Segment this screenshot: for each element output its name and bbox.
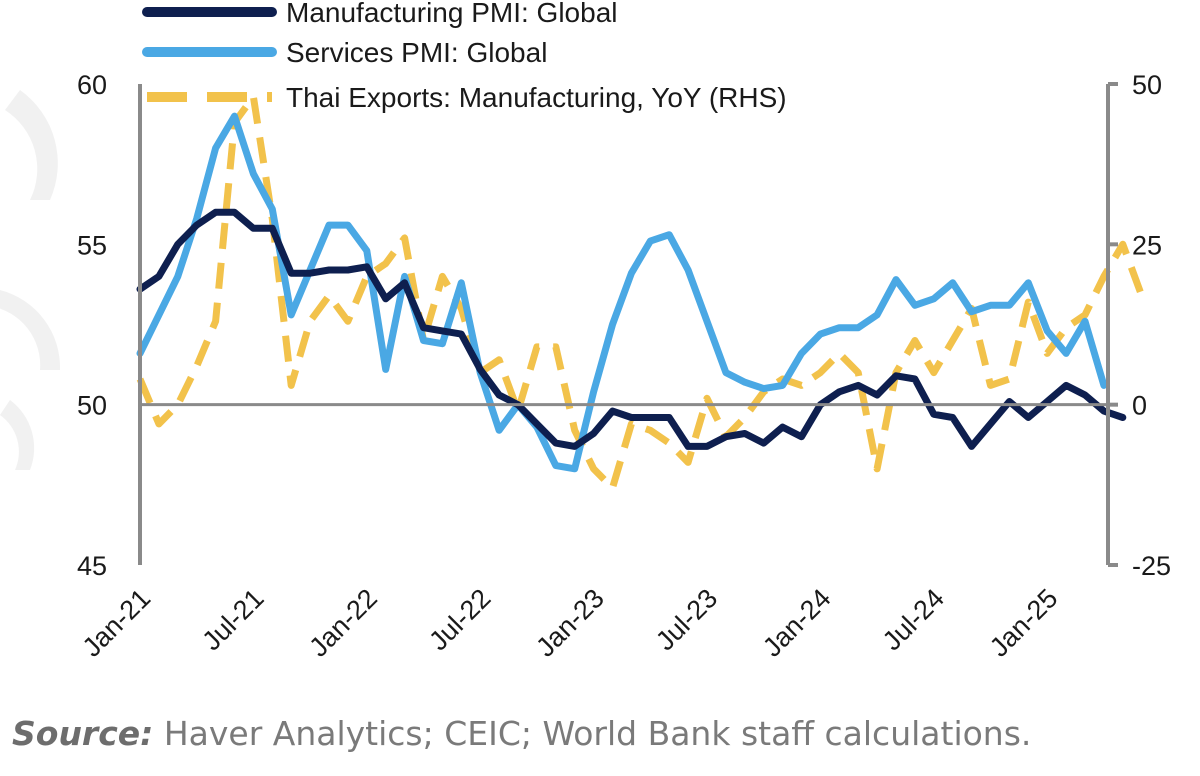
- x-tick-label: Jan-21: [77, 583, 157, 663]
- x-tick-label: Jul-21: [196, 583, 269, 656]
- left-tick-label: 60: [77, 70, 107, 100]
- source-text: Haver Analytics; CEIC; World Bank staff …: [153, 714, 1032, 753]
- x-tick-label: Jan-24: [757, 583, 837, 663]
- watermark-logo: [0, 90, 61, 470]
- x-tick-label: Jul-22: [423, 583, 496, 656]
- x-tick-label: Jan-25: [984, 583, 1064, 663]
- series-line-2: [136, 93, 1145, 492]
- axes: 60 55 50 45 50 25 0 -25 Jan-21 Jul-21 Jan-22 Jul-22…: [77, 70, 1171, 663]
- legend-label-1: Services PMI: Global: [286, 37, 547, 68]
- source-label: Source:: [12, 714, 154, 753]
- legend-label-0: Manufacturing PMI: Global: [286, 0, 618, 28]
- x-tick-label: Jul-23: [650, 583, 723, 656]
- plot-lines: [136, 93, 1145, 492]
- chart-canvas: 60 55 50 45 50 25 0 -25 Jan-21 Jul-21 Jan-22 Jul-22…: [77, 0, 1171, 663]
- series-line-1: [136, 112, 1108, 473]
- left-tick-label: 50: [77, 391, 107, 421]
- legend: Manufacturing PMI: Global Services PMI: G…: [142, 0, 787, 113]
- source-note: Source: Haver Analytics; CEIC; World Ban…: [12, 714, 1031, 753]
- legend-label-2: Thai Exports: Manufacturing, YoY (RHS): [286, 82, 787, 113]
- right-tick-label: 50: [1132, 70, 1162, 100]
- x-tick-label: Jul-24: [877, 583, 950, 656]
- right-tick-label: 25: [1132, 230, 1162, 260]
- right-tick-label: 0: [1132, 391, 1147, 421]
- left-tick-label: 55: [77, 230, 107, 260]
- right-tick-label: -25: [1132, 551, 1171, 581]
- series-line-0: [136, 208, 1127, 450]
- x-tick-label: Jan-22: [303, 583, 383, 663]
- x-tick-label: Jan-23: [530, 583, 610, 663]
- left-tick-label: 45: [77, 551, 107, 581]
